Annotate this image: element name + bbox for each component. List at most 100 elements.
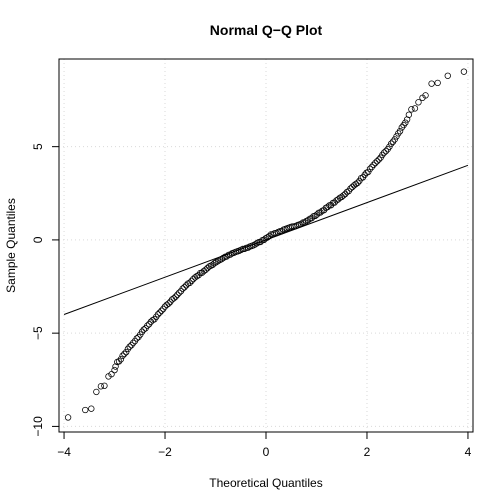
data-point bbox=[320, 206, 328, 214]
data-point bbox=[366, 165, 374, 173]
data-point bbox=[354, 179, 361, 186]
data-point bbox=[119, 352, 126, 359]
data-point bbox=[434, 79, 441, 87]
x-axis-label: Theoretical Quantiles bbox=[209, 476, 322, 490]
data-point bbox=[380, 149, 388, 156]
x-axis: −4 −2 0 2 4 bbox=[57, 431, 472, 459]
data-point bbox=[340, 192, 347, 199]
data-point bbox=[460, 68, 468, 75]
data-point bbox=[124, 345, 132, 353]
data-point bbox=[373, 158, 381, 165]
data-point bbox=[395, 130, 402, 137]
data-point bbox=[144, 322, 151, 329]
data-point bbox=[111, 366, 118, 374]
data-point bbox=[122, 348, 130, 356]
x-tick-label: 0 bbox=[263, 445, 270, 459]
data-point bbox=[88, 405, 95, 412]
data-point bbox=[391, 136, 398, 143]
data-point bbox=[138, 328, 146, 335]
data-point bbox=[372, 159, 379, 167]
y-axis: −10 −5 0 5 bbox=[31, 143, 60, 437]
data-point bbox=[193, 273, 201, 280]
data-point bbox=[408, 106, 415, 113]
data-point bbox=[308, 214, 315, 222]
x-tick-label: 4 bbox=[465, 445, 472, 459]
y-axis-label: Sample Quantiles bbox=[4, 198, 18, 293]
data-point bbox=[368, 163, 375, 171]
data-point bbox=[101, 382, 108, 389]
data-point bbox=[211, 259, 218, 267]
data-point bbox=[220, 254, 227, 262]
data-point bbox=[382, 147, 390, 155]
data-point bbox=[312, 212, 319, 220]
qq-reference-line bbox=[63, 164, 469, 315]
data-point bbox=[428, 80, 435, 87]
chart-title: Normal Q−Q Plot bbox=[210, 22, 323, 38]
data-point bbox=[128, 341, 135, 349]
data-point bbox=[181, 284, 188, 291]
data-point bbox=[186, 279, 193, 287]
data-point bbox=[304, 216, 312, 224]
data-point bbox=[370, 161, 377, 169]
data-point bbox=[388, 140, 395, 147]
x-tick-label: 2 bbox=[364, 445, 371, 459]
data-point bbox=[213, 258, 220, 266]
data-point bbox=[140, 326, 147, 333]
data-point bbox=[331, 199, 338, 206]
data-point bbox=[253, 240, 261, 247]
data-point bbox=[402, 119, 409, 126]
data-point bbox=[93, 388, 100, 396]
data-point bbox=[444, 72, 451, 79]
data-point bbox=[154, 311, 162, 318]
data-point bbox=[179, 285, 186, 292]
data-point bbox=[112, 363, 119, 370]
data-point bbox=[313, 211, 321, 218]
data-point bbox=[415, 99, 422, 106]
y-tick-label: −5 bbox=[31, 326, 45, 340]
data-point bbox=[175, 289, 183, 296]
data-point bbox=[170, 295, 178, 302]
data-point bbox=[343, 188, 351, 196]
data-point bbox=[349, 183, 356, 191]
data-point bbox=[375, 156, 383, 163]
data-point bbox=[82, 406, 89, 414]
y-tick-label: −10 bbox=[31, 416, 45, 437]
data-point bbox=[158, 307, 165, 314]
data-point bbox=[64, 414, 72, 421]
data-point bbox=[365, 168, 372, 176]
data-point bbox=[214, 257, 222, 265]
data-point bbox=[172, 293, 179, 300]
data-point bbox=[117, 356, 125, 363]
data-point bbox=[393, 133, 400, 140]
data-point bbox=[126, 343, 133, 350]
data-point bbox=[422, 92, 429, 99]
data-point bbox=[97, 383, 105, 390]
x-tick-label: −4 bbox=[57, 445, 71, 459]
grid bbox=[59, 59, 473, 432]
data-point bbox=[188, 277, 195, 285]
data-point bbox=[396, 127, 404, 135]
data-point bbox=[165, 300, 172, 307]
data-point bbox=[202, 266, 209, 273]
data-point bbox=[156, 309, 163, 316]
data-point bbox=[115, 358, 123, 365]
data-point bbox=[130, 339, 137, 347]
data-point bbox=[301, 219, 308, 226]
data-point bbox=[121, 350, 128, 358]
data-point bbox=[262, 235, 269, 242]
data-point bbox=[347, 185, 354, 192]
data-points bbox=[64, 68, 468, 421]
x-tick-label: −2 bbox=[158, 445, 172, 459]
data-point bbox=[174, 291, 181, 298]
data-point bbox=[411, 105, 419, 112]
data-point bbox=[405, 111, 413, 118]
y-tick-label: 0 bbox=[31, 236, 45, 243]
y-tick-label: 5 bbox=[31, 143, 45, 150]
data-point bbox=[389, 138, 397, 145]
data-point bbox=[191, 274, 199, 281]
plot-frame bbox=[58, 58, 474, 433]
data-point bbox=[257, 238, 264, 246]
data-point bbox=[223, 253, 231, 260]
data-point bbox=[108, 371, 115, 378]
